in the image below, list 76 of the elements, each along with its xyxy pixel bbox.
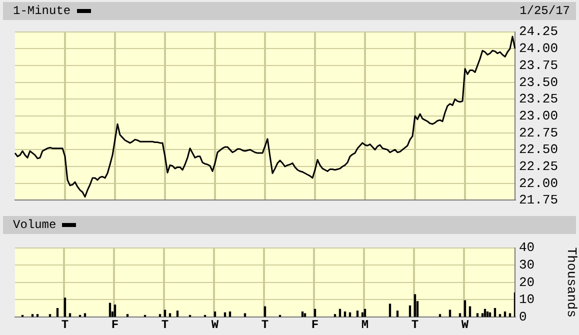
- y-tick-label: 20: [519, 274, 535, 290]
- bar: [108, 302, 112, 317]
- text: 1/25/17: [520, 3, 570, 20]
- legend-label: Volume: [13, 217, 58, 234]
- x-tick-label: M: [361, 318, 369, 332]
- x-tick-label: T: [411, 318, 419, 332]
- bar: [344, 311, 346, 317]
- y-tick-label: 23.75: [519, 58, 558, 73]
- y-tick-label: 22.25: [519, 158, 558, 174]
- y-tick-label: 21.75: [519, 192, 558, 208]
- bar: [348, 312, 352, 317]
- bar: [484, 308, 486, 317]
- bar: [214, 311, 216, 317]
- bar: [458, 313, 462, 317]
- bar: [48, 314, 52, 317]
- bar: [361, 312, 364, 317]
- bar: [438, 314, 442, 317]
- bar: [314, 308, 316, 317]
- x-tick-label: W: [461, 318, 470, 332]
- bar: [164, 310, 166, 317]
- bar: [158, 314, 162, 317]
- bar: [36, 314, 39, 317]
- y-tick-label: 22.50: [519, 142, 558, 158]
- x-tick-label: F: [311, 318, 319, 332]
- bar: [498, 314, 502, 317]
- x-tick-label: T: [261, 318, 269, 332]
- bar: [228, 311, 232, 317]
- bar: [168, 313, 172, 317]
- y-tick-label: 24.25: [519, 24, 558, 40]
- y-tick-label: 23.25: [519, 92, 558, 107]
- bar: [414, 294, 416, 317]
- bar: [494, 308, 496, 317]
- bar: [64, 298, 66, 317]
- bar: [244, 313, 246, 317]
- bar: [486, 311, 489, 317]
- x-tick-label: F: [111, 318, 119, 332]
- bar: [504, 311, 506, 317]
- bar: [68, 313, 72, 317]
- bar: [84, 313, 86, 317]
- x-tick-label: T: [61, 318, 69, 332]
- y-tick-label: 23.50: [519, 74, 558, 90]
- legend-label: 1-Minute: [13, 3, 72, 20]
- bar: [31, 314, 34, 317]
- bar: [508, 313, 512, 317]
- bar: [396, 310, 399, 317]
- bar: [114, 304, 116, 317]
- bar: [304, 313, 306, 317]
- bar: [224, 312, 226, 317]
- y-tick-label: 24.00: [519, 41, 558, 56]
- bar: [264, 306, 266, 317]
- y-tick-label: 30: [519, 258, 535, 273]
- bar: [356, 310, 359, 317]
- y-tick-label: 40: [519, 240, 535, 256]
- y-tick-label: 22.75: [519, 125, 558, 140]
- bar: [126, 314, 129, 317]
- bar: [448, 310, 452, 317]
- x-tick-label: W: [211, 318, 220, 332]
- bar: [338, 308, 342, 317]
- bar: [334, 314, 336, 317]
- x-tick-label: T: [161, 318, 169, 332]
- bar: [364, 308, 366, 317]
- y-axis-title: Thousands: [564, 247, 579, 318]
- bar: [176, 310, 179, 317]
- y-tick-label: 23.00: [519, 108, 558, 124]
- y-tick-label: 10: [519, 292, 535, 308]
- y-tick-label: 22.00: [519, 176, 558, 191]
- bar: [488, 312, 492, 317]
- bar: [388, 304, 392, 317]
- bar: [301, 311, 304, 317]
- bar: [408, 305, 412, 317]
- y-tick-label: 0: [519, 309, 527, 324]
- bar: [56, 308, 59, 317]
- bar: [468, 306, 472, 317]
- bar: [476, 313, 479, 317]
- bar: [464, 300, 466, 317]
- bar: [481, 313, 484, 317]
